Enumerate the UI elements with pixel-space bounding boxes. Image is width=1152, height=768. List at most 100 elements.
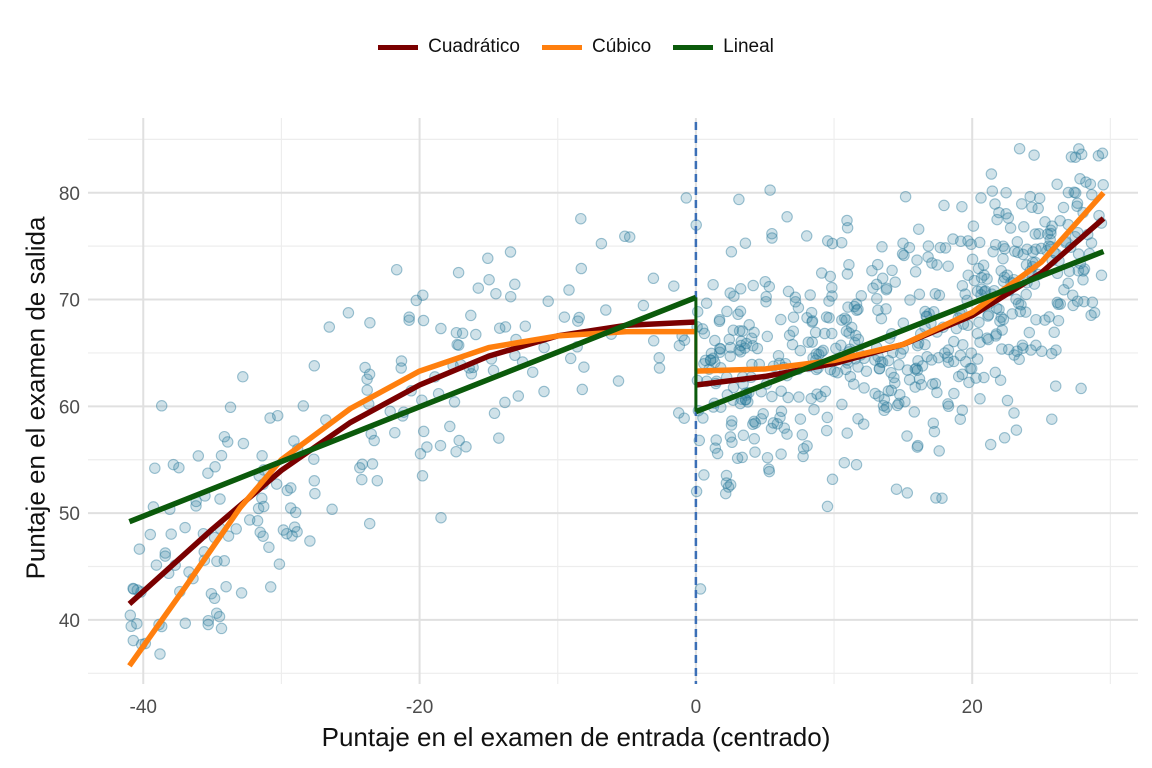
data-point <box>901 364 914 376</box>
data-point <box>842 301 854 313</box>
data-point <box>989 238 1002 251</box>
data-point <box>806 315 819 327</box>
data-point <box>942 398 954 410</box>
data-point <box>993 206 1005 219</box>
data-point <box>1077 274 1089 286</box>
y-tick-label: 70 <box>59 291 80 312</box>
data-point <box>1017 248 1029 261</box>
data-point <box>926 257 938 269</box>
data-point <box>818 327 831 340</box>
data-point <box>1011 236 1024 248</box>
data-point <box>782 285 795 298</box>
data-point <box>691 305 704 318</box>
data-point <box>871 292 883 305</box>
data-point <box>149 462 161 474</box>
data-point <box>647 272 660 285</box>
data-point <box>356 458 369 471</box>
data-point <box>237 437 250 450</box>
data-point <box>836 398 848 411</box>
data-point <box>710 434 722 446</box>
data-point <box>612 375 625 387</box>
data-point <box>875 312 888 325</box>
data-point <box>257 500 270 513</box>
data-point <box>800 230 813 242</box>
data-point <box>952 370 965 383</box>
data-point <box>1032 202 1044 215</box>
data-point <box>775 385 787 397</box>
data-point <box>653 362 666 374</box>
data-point <box>957 339 969 351</box>
legend-label-cuadratico: Cuadrático <box>428 36 520 57</box>
data-point <box>840 314 853 326</box>
data-point <box>847 378 860 390</box>
data-point <box>925 354 938 366</box>
data-point <box>820 311 833 323</box>
data-point <box>739 342 751 354</box>
data-point <box>844 370 857 383</box>
data-point <box>909 363 921 375</box>
legend-label-cubico: Cúbico <box>592 36 652 57</box>
data-point <box>867 282 879 294</box>
data-point <box>835 236 848 249</box>
data-point <box>1017 342 1029 354</box>
data-point <box>366 458 379 470</box>
data-point <box>202 618 214 631</box>
data-point <box>1068 186 1080 199</box>
data-point <box>326 503 338 516</box>
data-point <box>876 241 888 253</box>
data-point <box>997 313 1010 326</box>
data-point <box>835 339 847 352</box>
data-point <box>734 346 747 358</box>
data-point <box>286 530 298 542</box>
data-point <box>764 184 776 196</box>
data-point <box>285 482 297 494</box>
data-point <box>916 360 929 372</box>
data-point <box>723 333 736 346</box>
data-point <box>368 434 380 447</box>
data-point <box>889 276 901 288</box>
data-point <box>504 246 517 258</box>
data-point <box>904 294 916 306</box>
data-point <box>1023 326 1036 339</box>
data-point <box>504 290 517 303</box>
data-point <box>707 278 719 291</box>
data-point <box>922 240 935 252</box>
data-point <box>127 583 140 595</box>
data-point <box>806 336 818 348</box>
data-point <box>1039 216 1051 228</box>
data-point <box>361 384 373 396</box>
data-point <box>133 543 146 555</box>
data-point <box>220 580 232 593</box>
data-point <box>893 359 905 371</box>
data-point <box>709 356 721 369</box>
legend-swatch-lineal <box>673 44 714 50</box>
data-point <box>841 222 854 234</box>
data-point <box>284 502 297 514</box>
data-point <box>975 271 988 284</box>
data-point <box>125 620 137 633</box>
data-point <box>880 282 893 295</box>
data-point <box>727 324 740 336</box>
data-point <box>235 587 248 599</box>
data-point <box>763 280 776 293</box>
data-point <box>737 429 750 442</box>
data-point <box>519 320 532 332</box>
x-axis-title: Puntaje en el examen de entrada (centrad… <box>321 722 831 752</box>
data-point <box>1057 201 1070 214</box>
data-point <box>821 411 834 424</box>
data-point <box>1001 394 1014 407</box>
data-point <box>173 461 185 474</box>
data-point <box>493 432 505 444</box>
data-point <box>931 259 943 271</box>
data-point <box>927 417 940 429</box>
data-point <box>763 463 775 475</box>
data-point <box>205 587 218 600</box>
data-point <box>901 430 913 442</box>
data-point <box>1073 143 1085 155</box>
data-point <box>873 363 886 375</box>
data-point <box>774 411 786 424</box>
data-point <box>254 526 266 539</box>
data-point <box>872 390 885 402</box>
data-point <box>740 337 753 350</box>
data-point <box>435 511 447 524</box>
